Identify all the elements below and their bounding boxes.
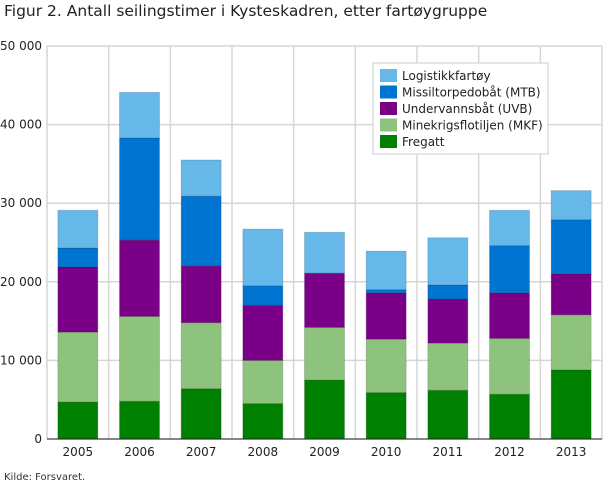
bar-segment (304, 379, 345, 440)
bar-segment (57, 331, 99, 403)
legend-swatch (380, 69, 397, 82)
y-tick-label: 50 000 (0, 39, 42, 53)
bar-segment (180, 322, 222, 390)
chart-title: Figur 2. Antall seilingstimer i Kysteska… (4, 2, 488, 20)
bar-segment (550, 219, 592, 275)
bar-segment (550, 273, 592, 316)
bar-segment (180, 159, 222, 197)
y-tick-label: 40 000 (0, 118, 42, 132)
x-tick-label: 2009 (309, 445, 340, 459)
y-tick-label: 10 000 (0, 353, 42, 367)
bar-segment (489, 292, 530, 339)
x-tick-label: 2012 (494, 445, 525, 459)
x-tick-label: 2006 (124, 445, 155, 459)
legend-swatch (380, 118, 397, 132)
legend-swatch (380, 135, 397, 148)
x-tick-label: 2005 (63, 445, 94, 459)
bar-segment (119, 91, 160, 139)
bar-segment (57, 401, 99, 440)
bar-segment (365, 338, 407, 394)
bar-segment (119, 315, 160, 402)
bar-segment (304, 326, 345, 381)
bar-segment (57, 209, 99, 249)
bar-segment (489, 337, 530, 395)
bar-segment (304, 272, 345, 328)
legend-swatch (380, 85, 397, 99)
bar-segment (242, 403, 284, 440)
bar-segment (550, 369, 592, 440)
bar-segment (57, 247, 99, 268)
bar-segment (489, 245, 530, 294)
bar-segment (242, 228, 284, 287)
legend-label: Logistikkfartøy (402, 69, 491, 83)
bar-segment (180, 195, 222, 267)
bar-segment (119, 239, 160, 317)
y-tick-label: 20 000 (0, 275, 42, 289)
bar-segment (427, 389, 469, 440)
bar-segment (119, 137, 160, 241)
x-tick-label: 2011 (433, 445, 464, 459)
bar-segment (550, 190, 592, 221)
bar-segment (180, 388, 222, 440)
legend-swatch (380, 102, 397, 115)
bar-segment (304, 231, 345, 274)
legend: Logistikkfartøy Missiltorpedobåt (MTB) Und… (372, 62, 549, 155)
bar-segment (180, 265, 222, 324)
bar-segment (365, 392, 407, 440)
x-tick-label: 2008 (248, 445, 279, 459)
source-note: Kilde: Forsvaret. (4, 472, 86, 483)
x-tick-label: 2010 (371, 445, 402, 459)
legend-label: Minekrigsflotiljen (MKF) (402, 119, 543, 133)
legend-label: Fregatt (402, 135, 445, 149)
bar-segment (365, 292, 407, 340)
bar-segment (489, 393, 530, 440)
legend-label: Undervannsbåt (UVB) (402, 102, 532, 116)
legend-box (372, 62, 549, 155)
bar-segment (365, 250, 407, 291)
bar-segment (550, 314, 592, 371)
y-tick-label: 30 000 (0, 196, 42, 210)
bar-segment (427, 342, 469, 391)
legend-label: Missiltorpedobåt (MTB) (402, 86, 541, 100)
bar-segment (242, 304, 284, 361)
bar-segment (242, 359, 284, 405)
bar-segment (119, 400, 160, 440)
y-tick-label: 0 (34, 432, 42, 446)
bar-segment (427, 284, 469, 300)
x-tick-label: 2007 (186, 445, 217, 459)
bar-segment (427, 298, 469, 344)
bar-segment (242, 285, 284, 306)
bar-segment (489, 209, 530, 247)
bar-segment (427, 237, 469, 286)
x-tick-label: 2013 (556, 445, 587, 459)
bar-segment (57, 266, 99, 333)
